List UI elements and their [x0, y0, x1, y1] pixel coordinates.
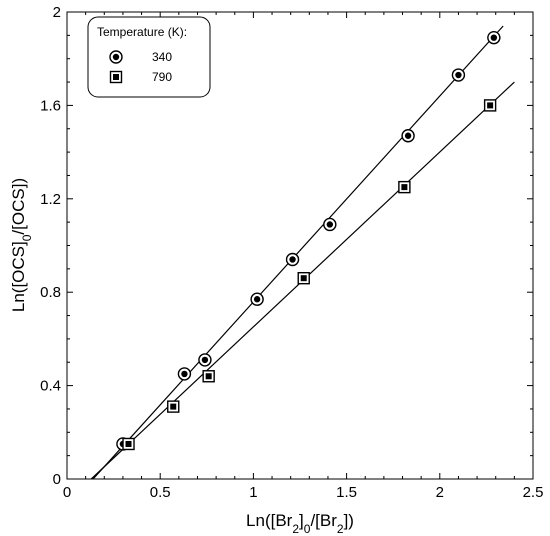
data-point-340 [285, 252, 300, 267]
y-tick-label: 1.6 [40, 97, 61, 114]
data-point-340 [177, 367, 192, 381]
data-point-340 [198, 353, 212, 367]
fit-line-340 [92, 25, 504, 480]
data-point-340 [401, 129, 415, 143]
y-axis-ticks: 0 0.4 0.8 1.2 1.6 2 [40, 4, 533, 488]
x-axis-ticks: 0 0.5 1 1.5 2 2.5 [63, 12, 544, 501]
x-tick-label: 0 [63, 484, 71, 501]
x-tick-label: 2 [436, 484, 444, 501]
legend-marker-340 [109, 50, 123, 64]
y-tick-label: 1.2 [40, 191, 61, 208]
x-tick-label: 0.5 [150, 484, 171, 501]
y-tick-label: 0.4 [40, 378, 61, 395]
y-axis-title: Ln([OCS]0/[OCS]) [9, 178, 34, 312]
data-point-790 [297, 271, 310, 285]
y-tick-label: 0.8 [40, 284, 61, 301]
y-tick-label: 0 [53, 471, 61, 488]
x-tick-label: 1.5 [336, 484, 357, 501]
data-markers [116, 30, 501, 451]
data-point-790 [167, 400, 180, 413]
data-point-340 [451, 68, 466, 82]
data-point-340 [487, 30, 501, 45]
legend: Temperature (K): 340 790 [87, 16, 211, 98]
legend-title: Temperature (K): [97, 25, 187, 39]
data-point-790 [398, 180, 411, 194]
legend-label-790: 790 [152, 70, 172, 84]
x-tick-label: 1 [249, 484, 257, 501]
x-axis-title: Ln([Br2]0/[Br2]) [246, 511, 354, 536]
data-point-790 [483, 99, 497, 112]
legend-marker-790 [109, 70, 123, 84]
x-tick-label: 2.5 [523, 484, 544, 501]
y-tick-label: 2 [53, 4, 61, 21]
data-point-340 [323, 217, 337, 232]
legend-label-340: 340 [152, 50, 172, 64]
data-point-340 [250, 292, 264, 306]
data-point-790 [122, 437, 135, 451]
data-point-790 [202, 370, 215, 383]
